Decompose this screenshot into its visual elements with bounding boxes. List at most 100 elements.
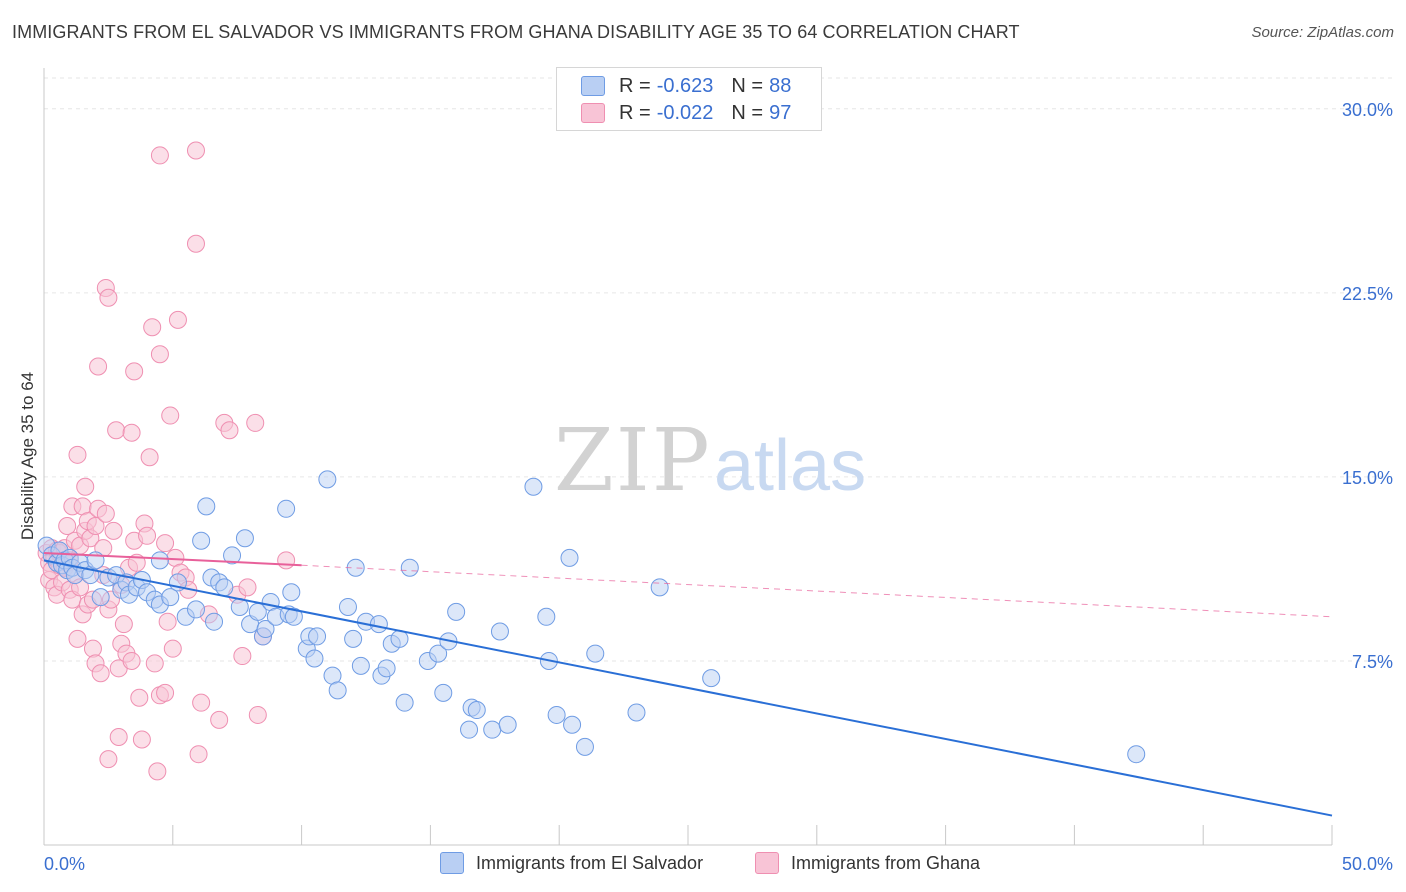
legend-item-ghana: Immigrants from Ghana [755,852,980,874]
data-point-ghana [140,448,159,467]
data-point-el-salvador [256,620,275,639]
data-point-ghana [148,762,167,781]
trend-line-ghana [43,551,302,567]
x-tick-label: 0.0% [44,854,85,874]
data-point-el-salvador [277,499,296,518]
data-point-el-salvador [563,715,582,734]
data-point-ghana [158,612,177,631]
data-point-ghana [210,710,229,729]
data-point-ghana [246,413,265,432]
data-point-ghana [189,745,208,764]
data-point-ghana [150,345,169,364]
grid [44,77,1392,662]
data-point-ghana [248,705,267,724]
data-point-ghana [168,310,187,329]
data-point-el-salvador [447,602,466,621]
data-point-el-salvador [547,705,566,724]
legend-swatch-blue [581,76,605,96]
data-point-el-salvador [586,644,605,663]
data-point-el-salvador [702,669,721,688]
data-point-ghana [233,647,252,666]
data-point-el-salvador [91,588,110,607]
legend-swatch-blue [440,852,464,874]
y-axis-label: Disability Age 35 to 64 [18,372,37,540]
data-point-el-salvador [284,607,303,626]
data-point-ghana [150,146,169,165]
data-point-el-salvador [483,720,502,739]
data-point-ghana [68,629,87,648]
data-point-ghana [76,477,95,496]
data-point-el-salvador [161,588,180,607]
axes [43,68,1333,846]
data-point-ghana [143,318,162,337]
data-point-ghana [96,504,115,523]
data-point-el-salvador [650,578,669,597]
data-point-ghana [238,578,257,597]
data-point-el-salvador [192,531,211,550]
data-point-ghana [58,516,77,535]
trend-lines [43,551,1333,817]
data-point-ghana [125,362,144,381]
data-point-ghana [156,683,175,702]
data-point-ghana [186,234,205,253]
data-point-ghana [114,615,133,634]
data-point-ghana [130,688,149,707]
data-point-el-salvador [344,629,363,648]
data-point-el-salvador [150,551,169,570]
data-point-ghana [99,288,118,307]
data-point-ghana [132,730,151,749]
data-point-el-salvador [338,597,357,616]
data-point-ghana [109,728,128,747]
y-tick-label: 22.5% [1342,284,1393,304]
data-point-el-salvador [429,644,448,663]
data-point-el-salvador [627,703,646,722]
data-point-el-salvador [377,659,396,678]
y-tick-label: 7.5% [1352,652,1393,672]
tick-labels: 7.5% 15.0% 22.5% 30.0% 0.0% 50.0% [44,100,1393,874]
data-point-ghana [89,357,108,376]
watermark-zip: ZIP [554,411,712,511]
data-point-el-salvador [575,737,594,756]
data-point-el-salvador [215,578,234,597]
legend-r-value: -0.022 [656,101,714,124]
x-tick-label: 50.0% [1342,854,1393,874]
data-point-el-salvador [318,470,337,489]
data-point-el-salvador [186,600,205,619]
legend-swatch-pink [755,852,779,874]
legend-n-label: N = [731,101,764,124]
data-point-el-salvador [498,715,517,734]
data-point-ghana [104,521,123,540]
data-point-el-salvador [282,583,301,602]
data-point-ghana [86,516,105,535]
y-tick-label: 30.0% [1342,100,1393,120]
data-point-ghana [156,534,175,553]
data-point-el-salvador [235,529,254,548]
data-point-el-salvador [400,558,419,577]
data-point-ghana [277,551,296,570]
series-legend: Immigrants from El Salvador Immigrants f… [0,852,1406,878]
data-point-el-salvador [524,477,543,496]
data-point-ghana [91,664,110,683]
legend-r-label: R = [619,101,651,124]
data-point-el-salvador [560,548,579,567]
chart-title: IMMIGRANTS FROM EL SALVADOR VS IMMIGRANT… [12,22,1020,42]
data-point-el-salvador [369,615,388,634]
data-point-ghana [99,750,118,769]
data-point-ghana [220,421,239,440]
data-point-el-salvador [460,720,479,739]
legend-swatch-pink [581,103,605,123]
data-point-el-salvador [537,607,556,626]
data-point-ghana [107,421,126,440]
data-point-ghana [186,141,205,160]
watermark-atlas: atlas [714,426,866,506]
data-point-ghana [192,693,211,712]
legend-n-value: 88 [769,74,792,97]
trend-line-ghana-extension [301,564,1333,618]
y-tick-label: 15.0% [1342,468,1393,488]
legend-r-label: R = [619,74,651,97]
legend-r-value: -0.623 [656,74,714,97]
data-point-el-salvador [490,622,509,641]
data-point-el-salvador [305,649,324,668]
legend-n-label: N = [731,74,764,97]
legend-label-ghana: Immigrants from Ghana [791,852,981,873]
